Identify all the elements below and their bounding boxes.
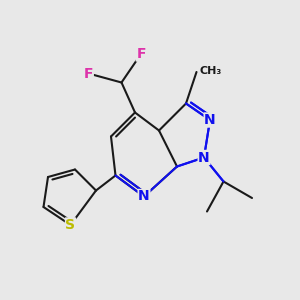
- Text: F: F: [84, 67, 93, 80]
- Text: N: N: [198, 151, 210, 164]
- Text: N: N: [138, 190, 150, 203]
- Text: CH₃: CH₃: [200, 65, 222, 76]
- Text: N: N: [204, 113, 216, 127]
- Text: S: S: [65, 218, 76, 232]
- Text: F: F: [136, 47, 146, 61]
